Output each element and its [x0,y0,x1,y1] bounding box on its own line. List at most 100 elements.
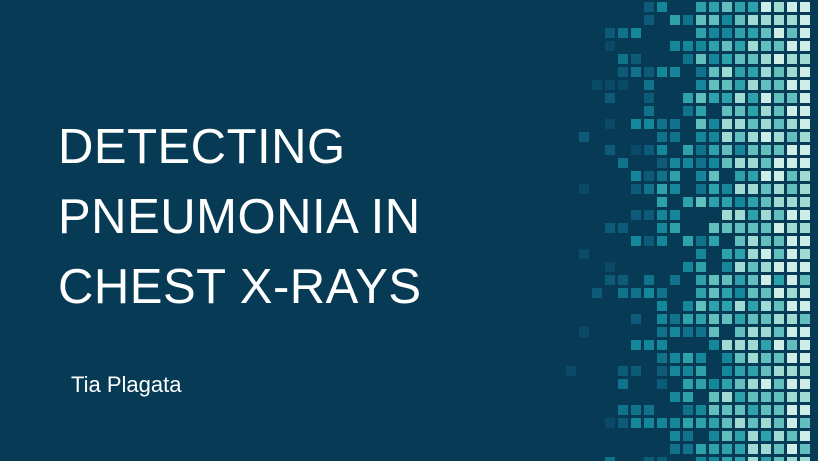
pixel-tile [800,340,810,350]
pixel-tile [761,249,771,259]
pixel-tile [735,288,745,298]
pixel-tile [800,314,810,324]
pixel-tile [618,418,628,428]
pixel-tile [657,184,667,194]
pixel-tile [800,288,810,298]
pixel-tile [618,67,628,77]
pixel-tile [709,93,719,103]
pixel-tile [670,158,680,168]
pixel-tile [696,93,706,103]
pixel-tile [748,236,758,246]
pixel-tile [644,67,654,77]
pixel-tile [657,119,667,129]
pixel-tile [722,28,732,38]
pixel-tile [657,288,667,298]
pixel-tile [657,327,667,337]
pixel-tile [657,197,667,207]
pixel-tile [800,106,810,116]
pixel-tile [722,392,732,402]
pixel-tile [696,184,706,194]
pixel-tile [800,457,810,461]
pixel-tile [735,223,745,233]
pixel-tile [683,314,693,324]
pixel-tile [709,80,719,90]
pixel-tile [761,366,771,376]
pixel-tile [800,210,810,220]
pixel-tile [683,93,693,103]
pixel-tile [605,80,615,90]
pixel-tile [735,28,745,38]
pixel-tile [761,67,771,77]
pixel-tile [787,15,797,25]
pixel-tile [735,340,745,350]
pixel-tile [748,444,758,454]
pixel-tile [631,288,641,298]
pixel-tile [774,366,784,376]
pixel-tile [748,171,758,181]
pixel-tile [696,171,706,181]
pixel-tile [774,275,784,285]
pixel-tile [657,366,667,376]
pixel-tile [657,210,667,220]
pixel-tile [722,457,732,461]
pixel-tile [631,418,641,428]
pixel-tile [709,288,719,298]
pixel-tile [670,392,680,402]
pixel-tile [800,444,810,454]
pixel-tile [748,301,758,311]
pixel-tile [722,418,732,428]
pixel-tile [722,2,732,12]
pixel-tile [631,340,641,350]
pixel-tile [748,145,758,155]
pixel-tile [774,158,784,168]
pixel-tile [761,210,771,220]
pixel-tile [735,353,745,363]
pixel-tile [592,80,602,90]
pixel-tile [774,93,784,103]
pixel-tile [696,54,706,64]
pixel-tile [735,314,745,324]
pixel-tile [709,158,719,168]
pixel-tile [761,41,771,51]
pixel-tile [787,171,797,181]
pixel-tile [722,54,732,64]
pixel-tile [696,80,706,90]
pixel-tile [787,80,797,90]
pixel-tile [761,145,771,155]
pixel-tile [800,249,810,259]
pixel-tile [618,54,628,64]
pixel-tile [787,340,797,350]
pixel-tile [605,28,615,38]
pixel-tile [709,67,719,77]
pixel-tile [800,301,810,311]
pixel-tile [761,301,771,311]
pixel-tile [696,379,706,389]
pixel-tile [722,379,732,389]
pixel-tile [579,184,589,194]
pixel-tile [761,418,771,428]
pixel-tile [618,223,628,233]
pixel-tile [670,223,680,233]
pixel-tile [774,184,784,194]
pixel-tile [787,249,797,259]
pixel-tile [748,54,758,64]
pixel-tile [774,236,784,246]
pixel-tile [774,15,784,25]
pixel-tile [735,132,745,142]
pixel-tile [761,431,771,441]
pixel-tile [774,379,784,389]
pixel-tile [761,288,771,298]
pixel-tile [800,379,810,389]
pixel-tile [579,249,589,259]
pixel-tile [644,145,654,155]
pixel-tile [761,457,771,461]
pixel-tile [657,158,667,168]
pixel-tile [787,197,797,207]
pixel-tile [709,2,719,12]
pixel-tile [722,314,732,324]
slide-title-line-1: DETECTING [58,120,346,174]
pixel-tile [670,184,680,194]
pixel-tile [735,262,745,272]
pixel-tile [722,340,732,350]
pixel-tile [774,444,784,454]
